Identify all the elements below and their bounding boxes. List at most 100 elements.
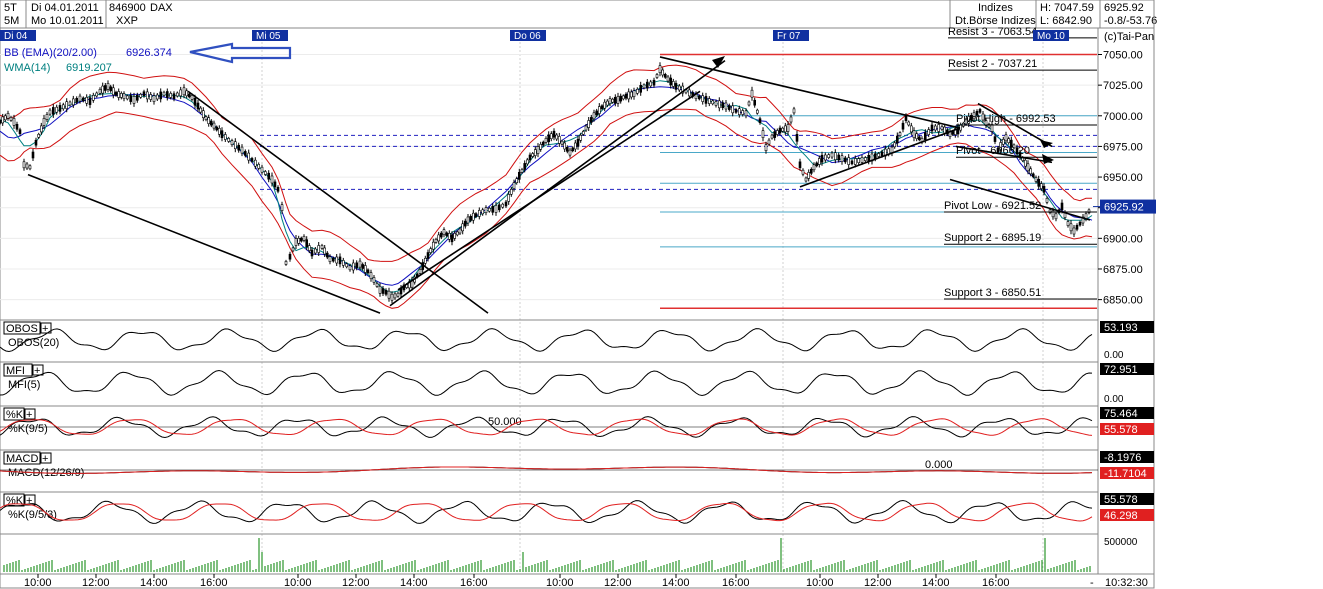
candle-body [727,105,731,110]
candle-body [815,162,819,167]
candle-body [179,89,182,97]
price-tick-label: 6950.00 [1103,172,1143,184]
candle-body [951,131,955,135]
candle-body [571,147,575,152]
candle-body [504,201,508,207]
time-tick-label: 16:00 [200,577,228,589]
candle-body [466,216,470,224]
candle-body [323,247,327,255]
candle-body [697,95,701,100]
day-label: Di 04 [4,31,28,42]
trendline [389,59,726,307]
panel-reading-box [1100,423,1154,435]
trend-arrow-head [712,56,725,68]
panel-reading-box [1100,451,1154,463]
candle-body [837,154,841,161]
candle-body [1001,139,1005,145]
candle-body [247,152,250,161]
candle-body [207,117,210,124]
candle-body [1081,216,1085,224]
candle-body [169,93,172,98]
candle-body [136,95,139,101]
panel-reading: 55.578 [1104,424,1138,436]
candle-body [469,216,473,221]
trendline [187,90,489,314]
candle-body [51,107,55,115]
market-sub-label: Dt.Börse Indizes [955,15,1036,27]
candle-body [587,120,591,128]
candle-body [981,113,985,121]
candle-body [12,118,16,126]
candle-body [156,94,159,100]
candle-body [363,265,367,273]
candle-body [850,160,854,165]
panel-add-button [32,364,44,376]
panel-add-button [24,408,36,420]
day-label-box [0,30,36,41]
time-tick-label: 14:00 [400,577,428,589]
candle-body [943,126,947,134]
candle-body [907,121,911,126]
candle-body [254,159,257,167]
candle-body [707,98,711,104]
candle-body [445,232,449,237]
candle-body [613,97,617,104]
candle-body [317,245,321,253]
candle-body [993,136,997,142]
candle-body [987,123,991,128]
candle-body [658,65,662,73]
market-label: Indizes [978,2,1013,14]
candle-body [458,228,462,234]
trend-arrow-head [1042,154,1054,164]
candle-body [1087,209,1091,214]
candle-body [98,89,102,94]
candle-body [85,97,88,104]
candle-body [539,144,543,150]
trendline [955,145,1053,164]
candle-body [1034,177,1038,182]
candle-body [227,138,230,142]
candle-body [491,206,495,213]
trendline [799,127,961,188]
candle-body [515,178,519,183]
candle-body [573,142,577,150]
candle-body [114,91,118,96]
candle-body [619,95,623,102]
bollinger-upper [0,64,1092,262]
panel-add-icon: + [26,409,32,421]
candle-body [348,265,352,271]
candle-body [481,209,485,215]
candle-body [536,146,540,154]
candle-body [92,95,95,101]
candle-body [477,210,481,217]
panel-reading: 46.298 [1104,510,1138,522]
candle-body [912,130,916,138]
candle-body [159,91,162,100]
candle-body [655,74,659,78]
panel-tag: OBOS [6,323,38,335]
candle-body [523,163,527,170]
candle-body [649,81,653,87]
candle-body [863,157,867,161]
time-tick-label: 16:00 [982,577,1010,589]
candle-body [202,110,205,118]
candle-body [361,264,365,269]
candle-body [463,220,467,227]
date-from: Di 04.01.2011 [31,2,99,14]
candle-body [724,102,728,110]
candle-body [1078,221,1082,226]
candle-body [104,85,107,91]
candle-body [4,115,7,121]
candle-body [378,285,382,294]
candle-body [210,120,213,126]
candle-body [48,109,52,115]
candle-body [917,136,921,141]
candle-body [937,124,941,132]
candle-body [224,134,227,140]
day-label-box [1033,30,1069,41]
candle-body [525,159,529,165]
candle-body [741,110,745,115]
time-tick-label: 12:00 [342,577,370,589]
candle-body [220,130,224,138]
